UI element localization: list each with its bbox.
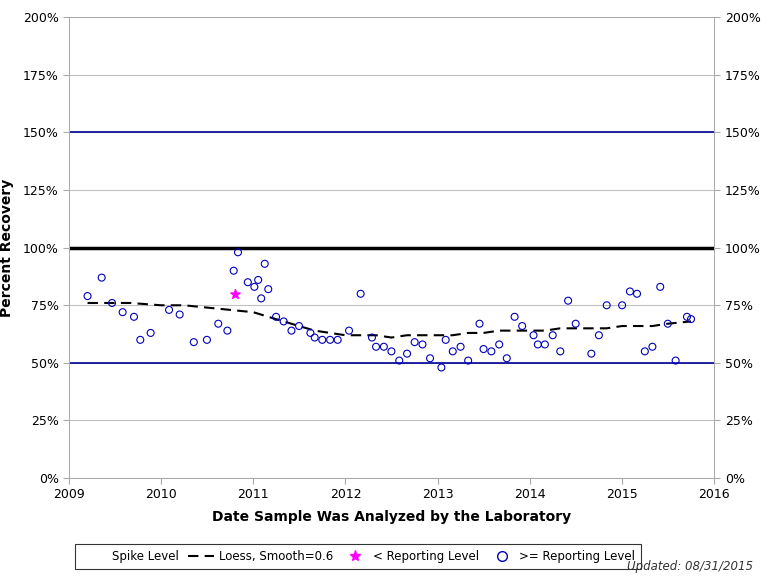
Legend: Spike Level, Loess, Smooth=0.6, < Reporting Level, >= Reporting Level: Spike Level, Loess, Smooth=0.6, < Report… [75, 544, 641, 569]
Point [332, 335, 344, 344]
Point [424, 354, 436, 363]
Point [106, 298, 118, 308]
Point [252, 275, 264, 285]
Point [117, 308, 129, 317]
Point [144, 328, 157, 338]
Point [163, 305, 175, 314]
Point [386, 347, 398, 356]
Point [370, 342, 382, 351]
Point [528, 331, 540, 340]
Point [259, 259, 271, 268]
Point [631, 289, 643, 298]
Point [601, 301, 613, 310]
Point [662, 319, 674, 328]
Point [277, 317, 290, 326]
Point [570, 319, 582, 328]
Point [221, 326, 233, 335]
Point [493, 340, 505, 349]
Point [355, 289, 367, 298]
Point [309, 333, 321, 342]
Point [293, 321, 305, 331]
Point [324, 335, 336, 344]
Point [343, 326, 355, 335]
Text: Updated: 08/31/2015: Updated: 08/31/2015 [627, 560, 753, 573]
Point [593, 331, 605, 340]
Point [227, 266, 240, 275]
Point [485, 347, 498, 356]
Point [516, 321, 528, 331]
Point [366, 333, 378, 342]
Point [646, 342, 658, 351]
Point [639, 347, 651, 356]
Point [624, 287, 636, 296]
Point [531, 340, 544, 349]
Point [212, 319, 224, 328]
Point [562, 296, 574, 305]
Point [508, 312, 521, 321]
X-axis label: Date Sample Was Analyzed by the Laboratory: Date Sample Was Analyzed by the Laborato… [212, 510, 571, 524]
Point [462, 356, 475, 365]
Point [416, 340, 429, 349]
Point [316, 335, 329, 344]
Point [478, 344, 490, 354]
Point [401, 349, 413, 358]
Point [393, 356, 406, 365]
Point [286, 326, 298, 335]
Point [232, 248, 244, 257]
Point [304, 328, 316, 338]
Point [270, 312, 282, 321]
Point [127, 312, 140, 321]
Point [248, 282, 260, 291]
Point [229, 289, 241, 298]
Point [455, 342, 467, 351]
Point [538, 340, 551, 349]
Point [654, 282, 667, 291]
Point [473, 319, 485, 328]
Point [134, 335, 147, 344]
Point [547, 331, 559, 340]
Point [501, 354, 513, 363]
Point [439, 335, 452, 344]
Point [447, 347, 459, 356]
Point [435, 363, 448, 372]
Point [81, 291, 94, 301]
Point [187, 338, 200, 347]
Point [616, 301, 628, 310]
Point [200, 335, 213, 344]
Point [554, 347, 567, 356]
Point [255, 294, 267, 303]
Point [670, 356, 682, 365]
Y-axis label: Percent Recovery: Percent Recovery [1, 179, 15, 317]
Point [262, 285, 274, 294]
Point [681, 312, 694, 321]
Point [685, 314, 697, 324]
Point [95, 273, 108, 282]
Point [409, 338, 421, 347]
Point [174, 310, 186, 319]
Point [378, 342, 390, 351]
Point [242, 278, 254, 287]
Point [585, 349, 598, 358]
